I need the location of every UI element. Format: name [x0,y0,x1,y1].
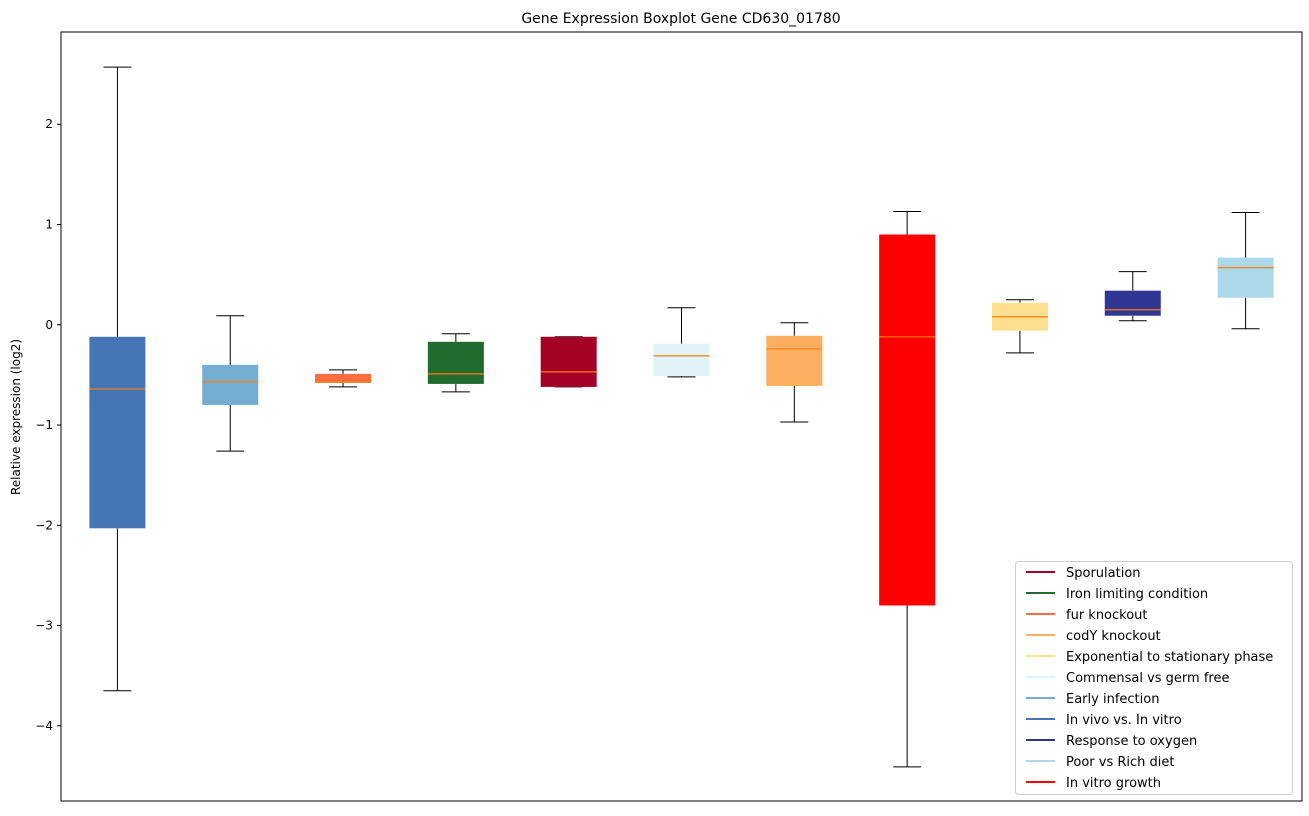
y-tick-label: 2 [45,117,53,131]
box-iqr [202,364,259,405]
box-in-vivo-vs-in-vitro [89,66,146,692]
box-commensal-vs-germ-free [653,307,710,378]
legend-label: Sporulation [1066,566,1141,581]
y-axis-label: Relative expression (log2) [9,339,23,495]
box-sporulation [540,336,597,388]
box-iqr [1104,290,1161,316]
box-iqr [766,335,823,386]
box-iqr [89,336,146,529]
legend: Sporulation Iron limiting condition fur kn… [1015,561,1293,795]
y-tick-label: 0 [45,318,53,332]
y-tick-label: −3 [35,619,53,633]
box-iqr [315,373,372,383]
box-iqr [653,343,710,376]
box-fur-knockout [315,369,372,388]
box-response-to-oxygen [1104,271,1161,322]
legend-label: codY knockout [1066,629,1161,644]
box-exponential-to-stationary-phase [991,299,1048,354]
box-poor-vs-rich-diet [1217,211,1274,330]
legend-label: Exponential to stationary phase [1066,650,1273,665]
legend-label: In vivo vs. In vitro [1066,713,1182,728]
legend-label: Commensal vs germ free [1066,671,1229,686]
plot-area-frame [60,31,1303,802]
chart-title: Gene Expression Boxplot Gene CD630_01780 [521,11,840,27]
box-iqr [879,234,936,606]
box-in-vitro-growth [879,210,936,768]
legend-label: Response to oxygen [1066,734,1197,749]
legend-label: In vitro growth [1066,776,1161,791]
y-tick-label: −1 [35,418,53,432]
legend-label: Iron limiting condition [1066,587,1208,602]
box-iron-limiting-condition [427,333,484,393]
legend-label: Poor vs Rich diet [1066,755,1174,770]
box-early-infection [202,315,259,452]
y-tick-label: −2 [35,518,53,532]
legend-label: fur knockout [1066,608,1148,623]
legend-frame [1015,561,1293,795]
box-iqr [1217,257,1274,298]
box-iqr [540,336,597,387]
y-tick-label: 1 [45,218,53,232]
legend-label: Early infection [1066,692,1159,707]
box-iqr [427,341,484,384]
box-cody-knockout [766,322,823,423]
y-tick-label: −4 [35,719,53,733]
